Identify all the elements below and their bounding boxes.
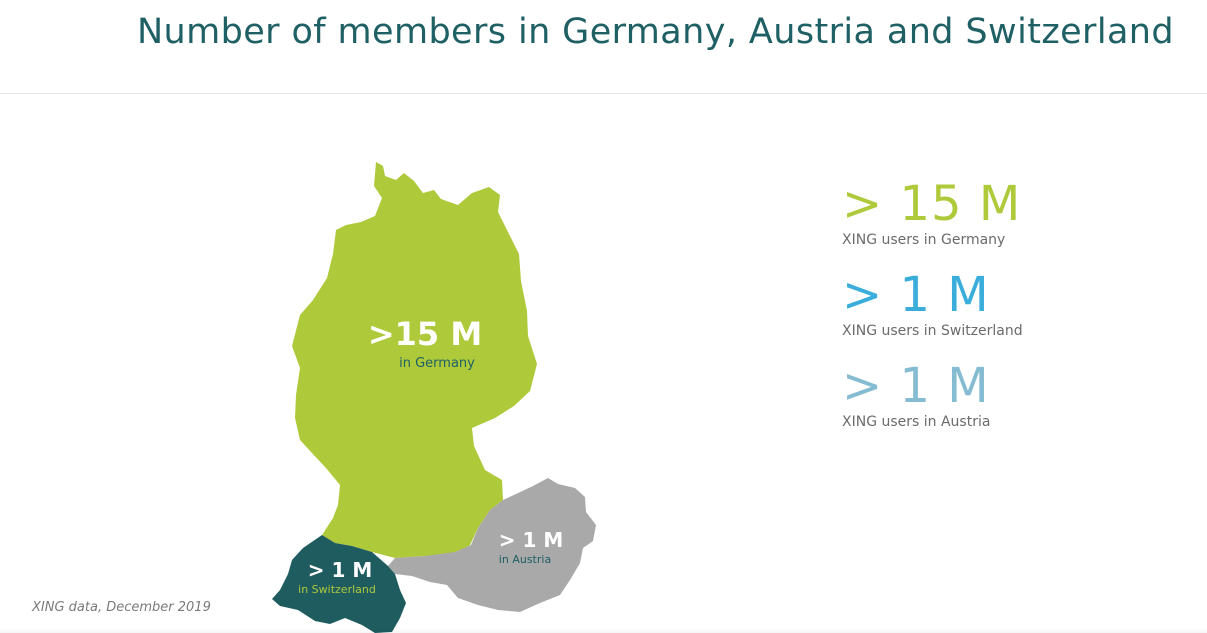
stat-austria-value: > 1 M: [842, 358, 990, 414]
page-title: Number of members in Germany, Austria an…: [136, 12, 1174, 52]
germany-region: [292, 162, 537, 558]
stat-germany-value: > 15 M: [842, 176, 1022, 232]
germany-sub-label: in Germany: [399, 356, 475, 371]
switzerland-value-label: > 1 M: [308, 558, 373, 582]
austria-value-label: > 1 M: [499, 528, 564, 552]
stat-switzerland-caption: XING users in Switzerland: [842, 323, 1023, 339]
austria-sub-label: in Austria: [499, 553, 551, 566]
page-header: Number of members in Germany, Austria an…: [0, 0, 1207, 94]
germany-value-label: >15 M: [368, 315, 482, 353]
stat-germany-caption: XING users in Germany: [842, 232, 1006, 248]
data-source-footnote: XING data, December 2019: [32, 600, 211, 615]
switzerland-region: [272, 535, 406, 633]
stat-austria-caption: XING users in Austria: [842, 414, 991, 430]
stat-switzerland: > 1 M XING users in Switzerland: [842, 267, 1023, 339]
stat-germany: > 15 M XING users in Germany: [842, 176, 1021, 248]
bottom-shade: [0, 627, 1207, 633]
stat-switzerland-value: > 1 M: [842, 267, 990, 323]
austria-region: [388, 478, 596, 612]
stat-austria: > 1 M XING users in Austria: [842, 358, 990, 430]
switzerland-sub-label: in Switzerland: [298, 583, 376, 596]
